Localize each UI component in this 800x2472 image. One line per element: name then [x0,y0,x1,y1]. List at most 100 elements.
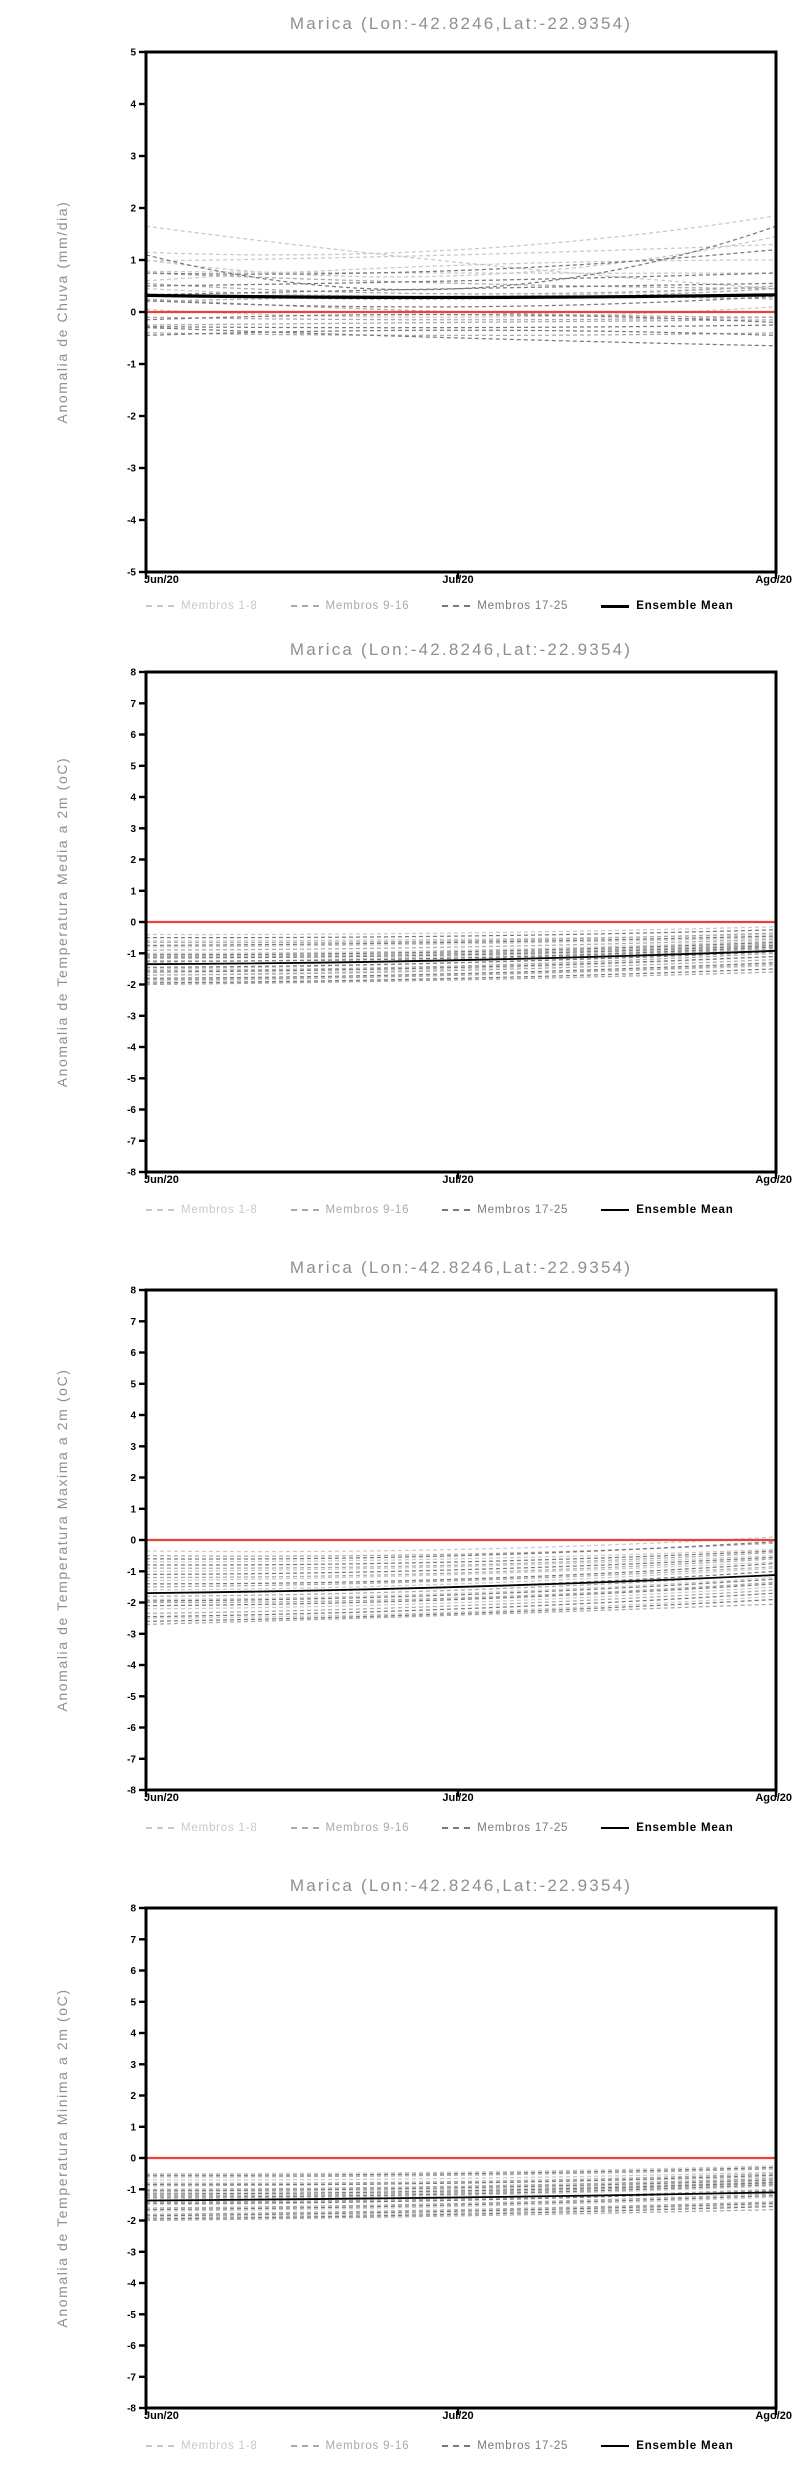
y-tick-label: -4 [127,1043,136,1054]
member-line [145,313,777,324]
legend-label: Membros 17-25 [477,1822,569,1834]
y-tick-label: 1 [130,2122,136,2133]
legend-item-membros-17-25: Membros 17-25 [442,1822,568,1834]
member-line [145,1567,777,1591]
x-axis-labels: Jun/20 Jul/20 Ago/20 [0,1174,800,1188]
legend-item-ensemble-mean: Ensemble Mean [601,1204,733,1216]
y-tick-label: -3 [127,2247,136,2258]
member-line [145,2171,777,2181]
y-tick-label: -1 [127,2185,136,2196]
legend-label: Membros 1-8 [181,1822,258,1834]
dashed-line-swatch [290,1827,319,1829]
y-tick-label: 4 [130,100,136,111]
member-line [145,2181,777,2195]
member-line [145,951,777,968]
plot-canvas-min-temp: 8 7 6 5 4 3 2 1 0 -1 -2 -3 -4 -5 -6 -7 -8 [127,1904,778,2415]
member-line [145,2172,777,2184]
member-line [145,215,777,256]
y-tick-label: 0 [130,1536,136,1547]
y-tick-label: 6 [130,730,136,741]
member-line [145,2193,777,2209]
y-tick-label: -1 [127,360,136,371]
legend-item-membros-9-16: Membros 9-16 [290,1204,410,1216]
legend-item-membros-9-16: Membros 9-16 [290,1822,410,1834]
legend-item-membros-1-8: Membros 1-8 [146,1822,258,1834]
legend-item-ensemble-mean: Ensemble Mean [601,2440,733,2452]
member-line [145,225,777,290]
member-line [145,1550,777,1566]
x-tick-label-jun: Jun/20 [144,1792,179,1804]
dashed-line-swatch [290,1209,319,1211]
legend: Membros 1-8 Membros 9-16 Membros 17-25 E… [146,1822,734,1834]
member-line [145,2166,777,2176]
dashed-line-swatch [290,2445,319,2447]
y-tick-label: 4 [130,1411,136,1422]
y-tick-label: -6 [127,1723,136,1734]
member-line [145,282,777,295]
y-tick-label: -5 [127,568,136,579]
legend-label: Membros 17-25 [477,2440,569,2452]
legend-label: Ensemble Mean [636,1204,734,1216]
y-tick-label: 8 [130,1904,136,1915]
x-axis-labels: Jun/20 Jul/20 Ago/20 [0,574,800,588]
y-tick-label: -3 [127,464,136,475]
member-line [145,971,777,986]
solid-line-swatch [601,1209,630,1211]
plot-canvas-max-temp: 8 7 6 5 4 3 2 1 0 -1 -2 -3 -4 -5 -6 -7 -8 [127,1286,778,1797]
x-tick-label-jun: Jun/20 [144,2410,179,2422]
y-tick-label: 0 [130,918,136,929]
legend: Membros 1-8 Membros 9-16 Membros 17-25 E… [146,600,734,612]
legend-item-membros-1-8: Membros 1-8 [146,600,258,612]
y-tick-label: 7 [130,1935,136,1946]
y-tick-label: 5 [130,48,136,59]
y-tick-label: 6 [130,1348,136,1359]
member-line [145,1576,777,1601]
legend: Membros 1-8 Membros 9-16 Membros 17-25 E… [146,1204,734,1216]
y-tick-label: -2 [127,980,136,991]
member-line [145,2180,777,2194]
member-line [145,1548,777,1563]
legend-item-membros-1-8: Membros 1-8 [146,2440,258,2452]
legend-label: Membros 9-16 [325,1204,410,1216]
solid-line-swatch [601,2445,630,2447]
member-line [145,1586,777,1610]
member-line [145,1581,777,1604]
y-tick-label: -7 [127,1136,136,1147]
member-line [145,1595,777,1619]
member-line [145,926,777,936]
y-tick-label: 0 [130,2154,136,2165]
member-line [145,935,777,947]
member-line [145,2182,777,2197]
x-tick-label-jul: Jul/20 [442,1174,474,1186]
member-line [145,243,777,262]
y-tick-label: 2 [130,855,136,866]
member-line [145,929,777,939]
x-axis-labels: Jun/20 Jul/20 Ago/20 [0,1792,800,1806]
member-line [145,1578,777,1602]
chart-title: Marica (Lon:-42.8246,Lat:-22.9354) [289,1876,633,1895]
y-tick-label: 8 [130,1286,136,1297]
member-line [145,248,777,275]
dashed-line-swatch [146,2445,174,2447]
y-tick-label: -1 [127,1567,136,1578]
member-line [145,1561,777,1582]
member-line [145,938,777,951]
chart-title: Marica (Lon:-42.8246,Lat:-22.9354) [289,640,633,659]
x-tick-label-jul: Jul/20 [442,2410,474,2422]
dashed-line-swatch [442,1827,471,1829]
y-tick-label: -6 [127,1105,136,1116]
member-line [145,968,777,984]
y-tick-label: 2 [130,204,136,215]
dashed-line-swatch [146,1827,174,1829]
legend-item-membros-17-25: Membros 17-25 [442,2440,568,2452]
y-tick-label: 8 [130,668,136,679]
plot-canvas-mean-temp: 8 7 6 5 4 3 2 1 0 -1 -2 -3 -4 -5 -6 -7 -8 [127,668,778,1179]
member-line [145,1583,777,1607]
y-tick-label: 5 [130,1997,136,2008]
member-line [145,2174,777,2186]
y-tick-label: -8 [127,1168,136,1179]
chart-block-max-temperature-anomaly: Marica (Lon:-42.8246,Lat:-22.9354) Anoma… [0,1236,800,1854]
y-tick-label: 4 [130,2029,136,2040]
member-line [145,2177,777,2190]
chart-block-min-temperature-anomaly: Marica (Lon:-42.8246,Lat:-22.9354) Anoma… [0,1854,800,2472]
